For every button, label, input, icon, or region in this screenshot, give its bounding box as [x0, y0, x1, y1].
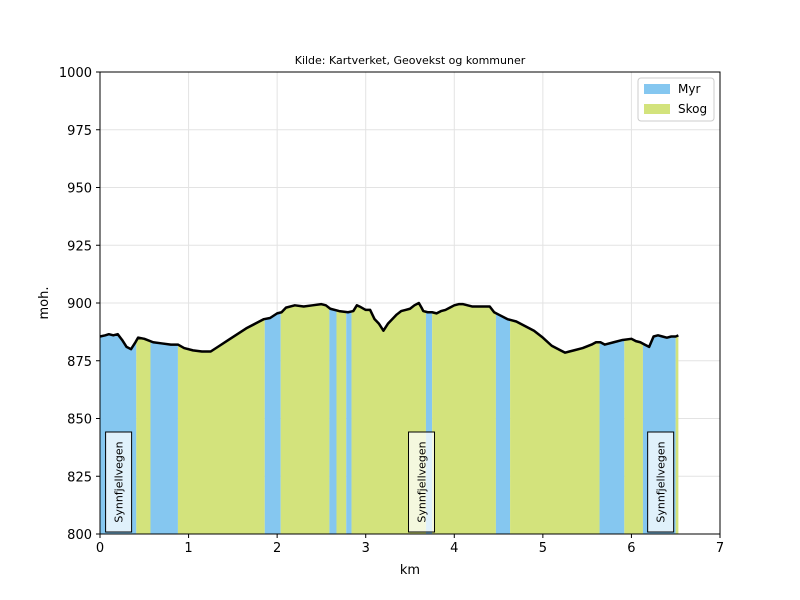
- legend: Myr Skog: [637, 77, 715, 122]
- x-tick-label: 3: [362, 541, 370, 556]
- x-axis-label: km: [400, 563, 420, 578]
- road-annotation: Synnfjellvegen: [105, 431, 133, 533]
- legend-swatch-myr: [644, 84, 670, 94]
- y-tick-label: 875: [67, 355, 92, 370]
- legend-label-skog: Skog: [678, 102, 707, 116]
- road-annotation-label: Synnfjellvegen: [416, 441, 429, 522]
- band-skog: [510, 319, 600, 534]
- band-myr: [329, 308, 337, 534]
- x-axis-ticks: 0 1 2 3 4 5 6 7: [96, 534, 724, 556]
- x-tick-label: 0: [96, 541, 104, 556]
- band-myr: [495, 313, 511, 534]
- y-tick-label: 850: [67, 413, 92, 428]
- band-skog: [280, 304, 330, 534]
- band-myr: [264, 312, 281, 534]
- road-annotation: Synnfjellvegen: [408, 431, 436, 533]
- elevation-line: [99, 301, 679, 354]
- band-myr: [150, 341, 178, 534]
- road-annotation-label: Synnfjellvegen: [655, 441, 668, 522]
- legend-label-myr: Myr: [678, 82, 700, 96]
- x-tick-label: 5: [539, 541, 547, 556]
- band-myr: [599, 339, 625, 534]
- road-annotation-box: [105, 431, 133, 533]
- y-tick-label: 975: [67, 124, 92, 139]
- band-skog: [351, 303, 426, 534]
- band-skog: [432, 304, 496, 534]
- y-tick-label: 950: [67, 182, 92, 197]
- band-skog: [624, 338, 643, 534]
- road-annotation: Synnfjellvegen: [647, 431, 675, 533]
- y-tick-label: 925: [67, 239, 92, 254]
- band-skog: [336, 310, 347, 534]
- band-skog: [177, 319, 265, 534]
- chart-title: Kilde: Kartverket, Geovekst og kommuner: [295, 54, 526, 67]
- legend-swatch-skog: [644, 104, 670, 114]
- x-tick-label: 6: [627, 541, 635, 556]
- y-tick-label: 825: [67, 470, 92, 485]
- x-tick-label: 7: [716, 541, 724, 556]
- band-myr: [346, 311, 352, 534]
- y-tick-label: 800: [67, 528, 92, 543]
- road-annotations: Synnfjellvegen Synnfjellvegen Synnfjellveg…: [105, 431, 675, 533]
- road-annotation-label: Synnfjellvegen: [113, 441, 126, 522]
- x-tick-label: 2: [273, 541, 281, 556]
- land-cover-bands: [100, 303, 679, 534]
- band-skog: [136, 337, 151, 534]
- x-tick-label: 1: [184, 541, 192, 556]
- y-axis-label: moh.: [37, 287, 52, 320]
- road-annotation-box: [647, 431, 675, 533]
- y-tick-label: 1000: [59, 66, 92, 81]
- road-annotation-box: [408, 431, 436, 533]
- y-tick-label: 900: [67, 297, 92, 312]
- x-tick-label: 4: [450, 541, 458, 556]
- y-axis-ticks: 800 825 850 875 900 925 950 975 1000: [59, 66, 100, 543]
- plot-area: Synnfjellvegen Synnfjellvegen Synnfjellveg…: [99, 71, 721, 535]
- band-skog: [675, 335, 679, 534]
